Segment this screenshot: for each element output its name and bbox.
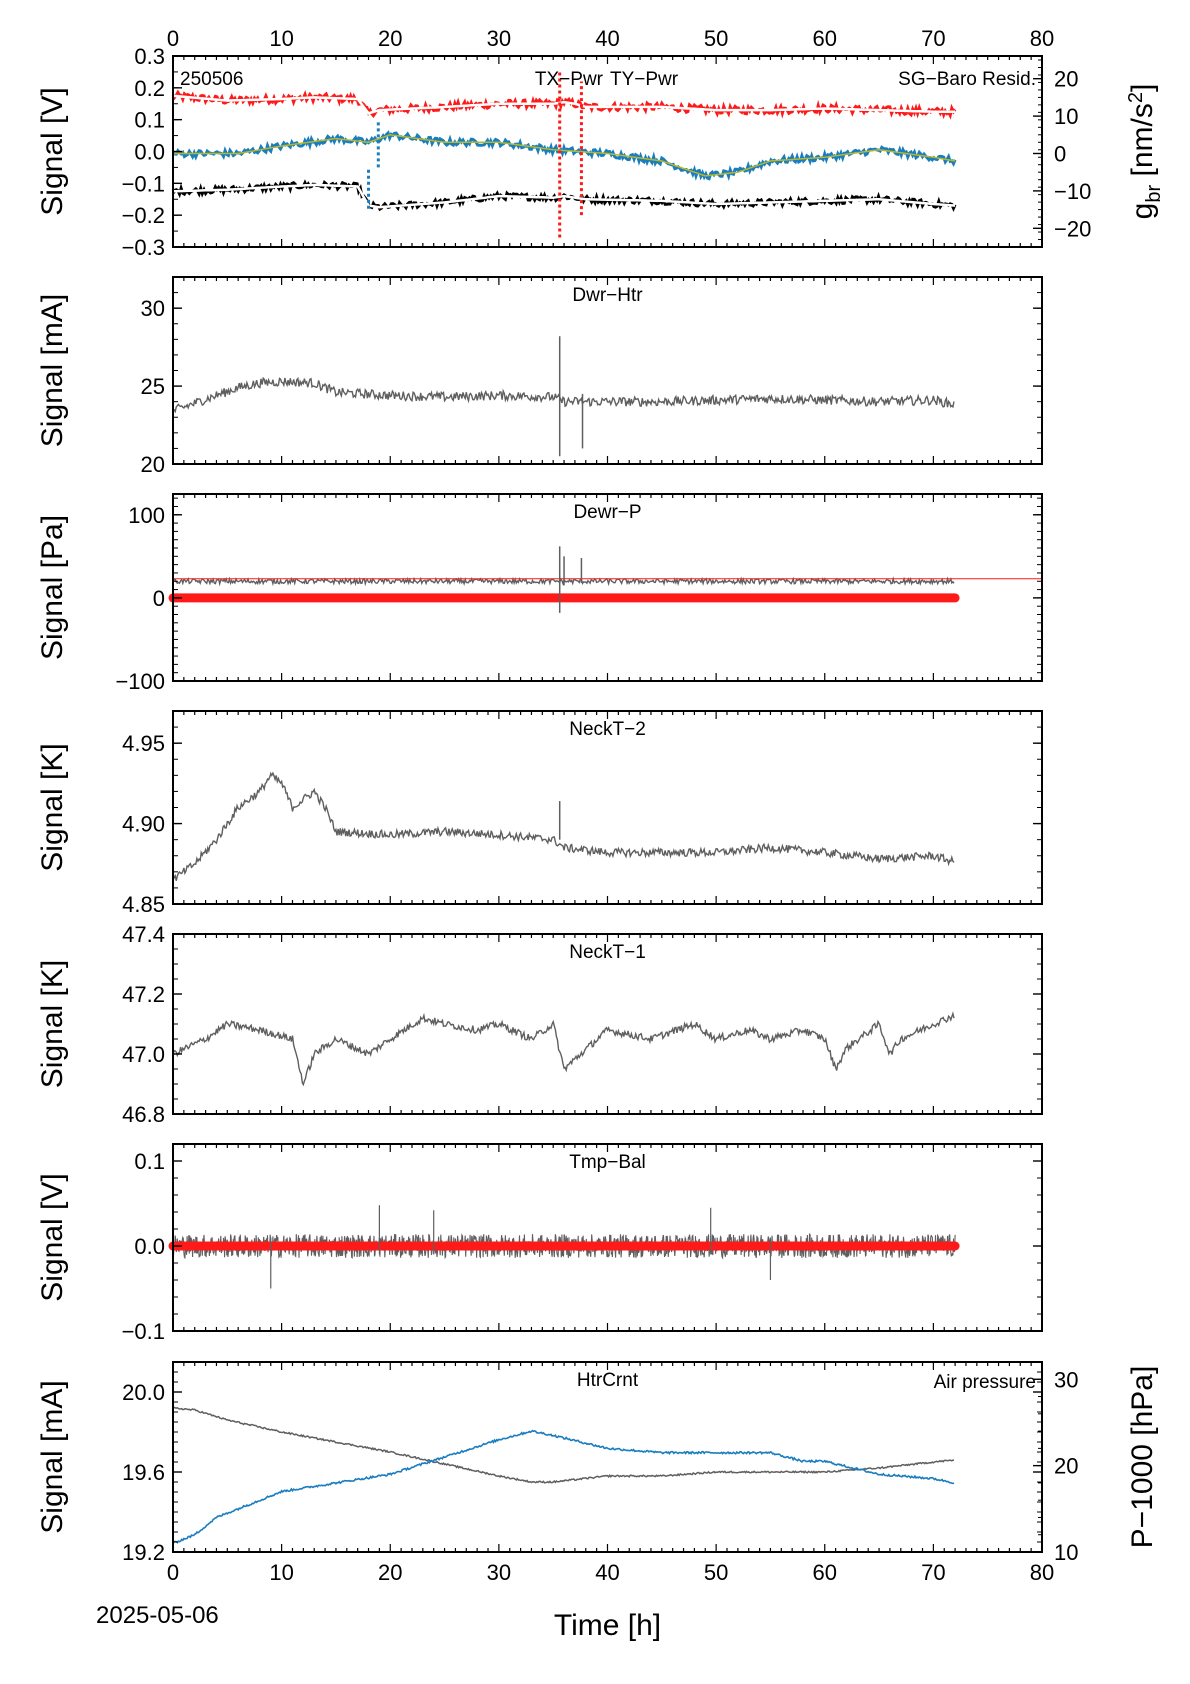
x-tick-label: 30: [487, 1560, 511, 1585]
series-ty-pwr-fit: [172, 94, 956, 115]
series-sg-baro-resid: [171, 130, 957, 182]
x-tick-label: 50: [704, 1560, 728, 1585]
y-tick-label: 19.6: [122, 1460, 165, 1485]
y-tick-label: 25: [141, 374, 165, 399]
y2-tick-label: 0: [1054, 142, 1066, 167]
y-tick-label: −100: [115, 669, 165, 694]
x-tick-label: 80: [1030, 26, 1054, 51]
series-sg-baro-fit: [173, 134, 956, 177]
y-tick-label: 19.2: [122, 1540, 165, 1565]
x-tick-label: 30: [487, 26, 511, 51]
x-tick-label: 50: [704, 26, 728, 51]
y-axis-label: Signal [K]: [36, 960, 69, 1088]
y-tick-label: 4.85: [122, 892, 165, 917]
y-axis-label: Signal [V]: [36, 1173, 69, 1301]
y-tick-label: −0.1: [122, 171, 165, 196]
x-tick-label: 20: [378, 26, 402, 51]
y-axis-label: Signal [K]: [36, 743, 69, 871]
date-label: 2025-05-06: [96, 1602, 219, 1629]
panel-title: NeckT−2: [569, 719, 646, 740]
y2-tick-label: 20: [1054, 1454, 1078, 1479]
panel-title: Dwr−Htr: [572, 285, 643, 306]
y-axis-label: Signal [mA]: [36, 1380, 69, 1533]
right-series-label: SG−Baro Resid.: [898, 69, 1036, 90]
series-tx-pwr-fit: [172, 183, 956, 209]
y-tick-label: 4.95: [122, 731, 165, 756]
series-ty-pwr-raw: [171, 89, 957, 120]
y-axis-label: Signal [V]: [36, 87, 69, 215]
x-tick-label: 40: [595, 26, 619, 51]
y-tick-label: −0.1: [122, 1319, 165, 1344]
y-tick-label: 0.2: [134, 76, 165, 101]
series-neckt-2: [172, 771, 955, 881]
series-dwr-htr: [172, 376, 955, 414]
x-tick-label: 60: [813, 1560, 837, 1585]
corner-label: 250506: [180, 69, 243, 90]
y-axis-label: Signal [Pa]: [36, 515, 69, 660]
y2-tick-label: −10: [1054, 179, 1091, 204]
x-tick-label: 20: [378, 1560, 402, 1585]
y-tick-label: 100: [128, 503, 165, 528]
y-tick-label: 20: [141, 452, 165, 477]
y2-tick-label: −20: [1054, 216, 1091, 241]
y-tick-label: 0.0: [134, 140, 165, 165]
y-tick-label: 47.2: [122, 982, 165, 1007]
y2-tick-label: 30: [1054, 1367, 1078, 1392]
x-tick-label: 70: [921, 26, 945, 51]
x-tick-label: 70: [921, 1560, 945, 1585]
x-axis-label: Time [h]: [554, 1609, 661, 1642]
panel-dwr-htr: [172, 336, 955, 457]
panel-title: NeckT−1: [569, 942, 646, 963]
panel-neckt-2: [172, 771, 955, 881]
x-tick-label: 10: [269, 1560, 293, 1585]
x-tick-label: 0: [167, 1560, 179, 1585]
title-ty-pwr: TY−Pwr: [610, 69, 679, 90]
x-tick-label: 40: [595, 1560, 619, 1585]
x-tick-label: 0: [167, 26, 179, 51]
y2-tick-label: 10: [1054, 1540, 1078, 1565]
panel-dewr-p: [168, 546, 1042, 613]
y2-tick-label: 10: [1054, 104, 1078, 129]
y-tick-label: 20.0: [122, 1380, 165, 1405]
y-axis-label: Signal [mA]: [36, 294, 69, 447]
panel-title: Dewr−P: [573, 502, 641, 523]
title-tx-pwr: TX−Pwr: [535, 69, 604, 90]
series-neckt-1: [172, 1011, 955, 1087]
right-series-label: Air pressure: [934, 1372, 1036, 1393]
x-tick-label: 60: [813, 26, 837, 51]
y-tick-label: 30: [141, 296, 165, 321]
y-tick-label: 47.4: [122, 922, 165, 947]
series-tmp-bal: [172, 1233, 956, 1260]
y-tick-label: 0.0: [134, 1234, 165, 1259]
x-tick-label: 80: [1030, 1560, 1054, 1585]
y-tick-label: −0.2: [122, 203, 165, 228]
panel-tmp-bal: [168, 1205, 960, 1289]
y2-axis-label: gbr [nm/s2]: [1125, 84, 1165, 220]
y-tick-label: 4.90: [122, 812, 165, 837]
y2-tick-label: 20: [1054, 67, 1078, 92]
panel-neckt-1: [172, 1011, 955, 1087]
series-air-pressure: [172, 1429, 955, 1545]
panel-title: Tmp−Bal: [569, 1152, 646, 1173]
y-tick-label: 46.8: [122, 1102, 165, 1127]
panel-pwr: [171, 71, 957, 238]
panel-title: HtrCrnt: [577, 1370, 639, 1391]
x-tick-label: 10: [269, 26, 293, 51]
y-tick-label: 0.1: [134, 1149, 165, 1174]
y-tick-label: 0: [153, 586, 165, 611]
panel-htrcrnt: [172, 1406, 955, 1545]
y2-axis-label: P−1000 [hPa]: [1126, 1366, 1159, 1549]
y-tick-label: 0.1: [134, 108, 165, 133]
y-tick-label: −0.3: [122, 235, 165, 260]
series-htrcrnt: [172, 1406, 955, 1484]
y-tick-label: 47.0: [122, 1042, 165, 1067]
y-tick-label: 0.3: [134, 44, 165, 69]
